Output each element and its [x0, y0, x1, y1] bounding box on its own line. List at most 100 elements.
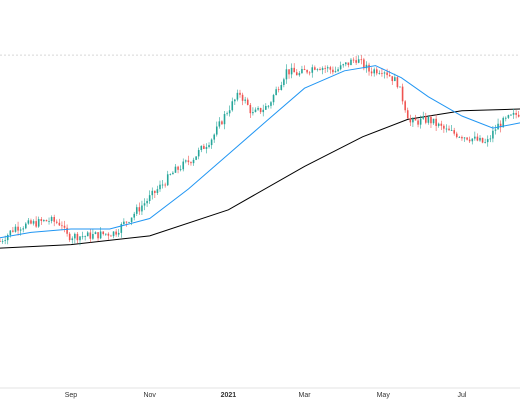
candle-up: [474, 136, 476, 139]
candle-up: [215, 126, 218, 135]
candle-up: [1, 241, 4, 242]
candle-up: [151, 190, 154, 196]
candle-up: [298, 73, 301, 76]
candle-up: [486, 139, 489, 143]
short-moving-average-line: [0, 65, 520, 239]
candle-up: [432, 118, 435, 124]
candle-up: [123, 221, 125, 224]
candle-down: [386, 72, 388, 76]
candle-down: [461, 136, 463, 139]
candle-down: [45, 220, 48, 222]
candle-up: [257, 107, 259, 110]
candle-down: [295, 72, 298, 76]
x-tick-label: May: [377, 392, 391, 399]
candle-up: [422, 116, 425, 119]
candle-down: [455, 133, 458, 138]
candle-up: [200, 145, 203, 151]
candle-up: [326, 67, 329, 69]
candle-up: [92, 234, 94, 239]
candle-up: [445, 128, 448, 130]
candle-down: [17, 226, 19, 231]
candle-down: [277, 89, 280, 91]
candle-down: [347, 62, 350, 66]
candle-up: [43, 220, 45, 221]
candle-up: [254, 109, 257, 113]
candle-up: [148, 195, 151, 202]
candle-down: [481, 137, 484, 143]
candle-up: [22, 228, 25, 230]
candle-down: [425, 116, 427, 123]
candle-up: [378, 73, 381, 74]
candle-up: [161, 184, 164, 186]
candle-up: [321, 68, 324, 70]
candle-down: [102, 231, 105, 235]
candle-up: [275, 89, 277, 96]
candle-down: [448, 128, 450, 131]
candle-up: [262, 109, 265, 113]
candle-up: [458, 136, 461, 138]
candle-down: [187, 160, 190, 163]
candle-up: [394, 77, 396, 82]
candle-up: [280, 85, 283, 91]
candle-up: [14, 226, 17, 232]
candle-up: [4, 240, 6, 242]
candle-down: [89, 232, 92, 239]
candle-up: [205, 147, 208, 149]
candle-down: [329, 67, 332, 70]
candle-down: [239, 92, 241, 95]
candle-up: [373, 69, 375, 74]
candle-up: [252, 112, 254, 114]
candle-down: [468, 139, 471, 142]
candle-down: [76, 233, 79, 241]
short-moving-average-layer: [0, 65, 520, 239]
candle-down: [35, 221, 37, 227]
candle-up: [463, 137, 466, 139]
candle-down: [319, 68, 321, 70]
candle-up: [179, 169, 182, 171]
candle-down: [409, 118, 412, 123]
long-moving-average-layer: [0, 108, 520, 249]
candle-down: [97, 232, 99, 239]
candle-up: [74, 233, 76, 239]
x-tick-label: Jul: [457, 392, 466, 399]
candle-up: [19, 229, 22, 231]
candle-up: [81, 236, 84, 238]
candle-up: [159, 184, 161, 190]
candle-up: [350, 59, 352, 66]
candle-down: [430, 116, 432, 124]
candle-down: [125, 221, 128, 223]
x-axis-ticks: Sep Nov 2021 Mar May Jul: [65, 392, 467, 399]
candle-down: [414, 118, 417, 121]
candle-up: [437, 123, 440, 126]
candle-down: [406, 110, 409, 119]
candle-up: [365, 64, 368, 69]
candles-layer: [0, 55, 520, 246]
candle-up: [146, 201, 148, 204]
candle-up: [117, 232, 120, 235]
candle-down: [391, 76, 394, 82]
candle-down: [68, 233, 71, 241]
candle-up: [427, 116, 430, 123]
candle-down: [352, 59, 355, 61]
candle-up: [105, 233, 107, 235]
candle-up: [32, 221, 35, 224]
candle-down: [177, 166, 179, 170]
candle-up: [484, 142, 486, 143]
candle-up: [195, 156, 197, 160]
candle-down: [306, 69, 308, 73]
candle-up: [226, 113, 228, 115]
candle-up: [120, 223, 123, 233]
candle-down: [401, 86, 404, 102]
candle-down: [203, 145, 205, 149]
candle-up: [71, 238, 74, 241]
candle-down: [110, 235, 112, 237]
candle-up: [27, 220, 30, 224]
candle-down: [241, 94, 244, 101]
candle-up: [450, 130, 453, 131]
candle-down: [55, 221, 58, 223]
candle-down: [388, 75, 391, 77]
candle-down: [515, 112, 517, 115]
candle-up: [357, 59, 360, 63]
candle-up: [172, 172, 174, 175]
